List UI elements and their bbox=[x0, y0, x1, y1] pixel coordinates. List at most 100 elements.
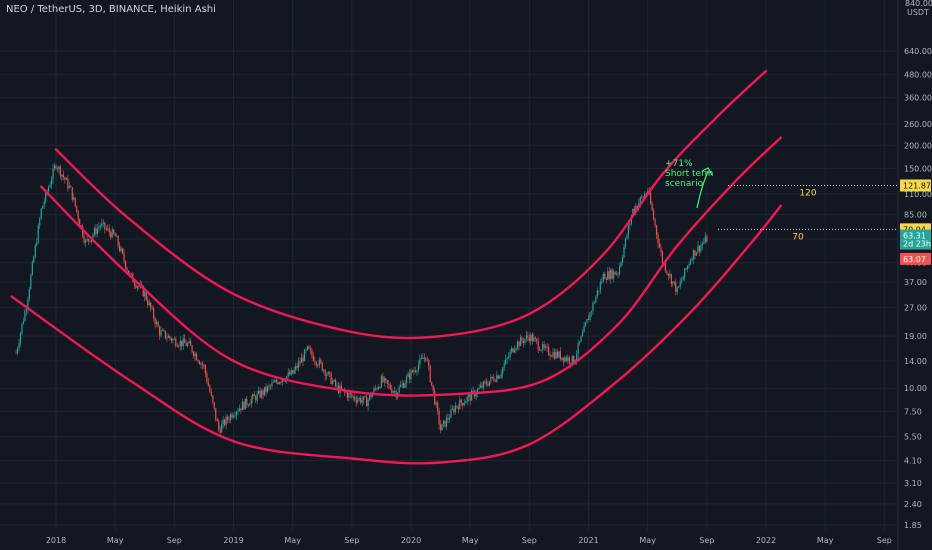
candle-body-454 bbox=[687, 265, 689, 269]
candle-body-138 bbox=[219, 429, 221, 433]
candle-body-193 bbox=[300, 357, 303, 363]
candle-body-348 bbox=[530, 334, 532, 342]
candle-body-8 bbox=[27, 299, 29, 310]
candle-body-265 bbox=[407, 373, 409, 377]
candle-body-399 bbox=[605, 279, 607, 281]
candle-body-297 bbox=[454, 405, 456, 413]
candle-body-255 bbox=[392, 391, 394, 393]
candle-body-191 bbox=[297, 361, 300, 368]
candle-body-192 bbox=[299, 361, 301, 363]
candle-body-279 bbox=[428, 360, 430, 366]
candle-body-124 bbox=[198, 361, 201, 365]
candle-body-104 bbox=[169, 336, 171, 339]
candle-body-466 bbox=[704, 236, 706, 242]
candle-body-313 bbox=[478, 387, 480, 390]
candle-body-194 bbox=[302, 357, 304, 362]
candle-body-286 bbox=[438, 410, 440, 425]
candle-body-223 bbox=[345, 391, 347, 393]
time-tick-label-3: 2019 bbox=[223, 536, 243, 545]
candle-body-133 bbox=[212, 395, 214, 403]
candle-body-440 bbox=[666, 271, 668, 274]
candle-body-465 bbox=[703, 241, 705, 244]
candle-body-283 bbox=[434, 390, 436, 405]
candle-body-245 bbox=[377, 387, 380, 390]
price-tick-label-14: 10.00 bbox=[904, 384, 927, 393]
candle-body-211 bbox=[327, 371, 329, 375]
time-axis[interactable]: 2018 May Sep 2019 May Sep 2020 May Sep 2021 May Sep… bbox=[46, 536, 892, 545]
candle-body-380 bbox=[577, 343, 579, 355]
candle-body-301 bbox=[460, 399, 462, 403]
candle-body-317 bbox=[484, 381, 486, 383]
candle-body-99 bbox=[161, 330, 164, 332]
candle-body-319 bbox=[487, 384, 489, 386]
candle-body-216 bbox=[334, 379, 337, 386]
candle-body-14 bbox=[36, 242, 38, 246]
candle-body-439 bbox=[664, 263, 667, 272]
candle-body-308 bbox=[471, 390, 473, 401]
candle-body-311 bbox=[475, 394, 477, 397]
candle-body-403 bbox=[611, 269, 613, 279]
candle-body-407 bbox=[617, 273, 619, 275]
candle-body-89 bbox=[147, 299, 149, 305]
candle-body-392 bbox=[595, 296, 597, 303]
candle-body-231 bbox=[357, 399, 359, 403]
candle-body-437 bbox=[661, 252, 664, 264]
candle-body-320 bbox=[488, 381, 490, 386]
candle-body-386 bbox=[586, 318, 588, 323]
candle-body-209 bbox=[324, 370, 326, 377]
candle-body-33 bbox=[64, 177, 66, 180]
candle-body-445 bbox=[673, 281, 675, 283]
candle-body-321 bbox=[490, 376, 492, 382]
candle-body-362 bbox=[550, 356, 553, 357]
candle-body-425 bbox=[644, 193, 646, 197]
candle-body-110 bbox=[178, 346, 180, 347]
candle-body-285 bbox=[437, 402, 439, 411]
candle-body-26 bbox=[53, 165, 56, 169]
candle-body-276 bbox=[423, 357, 425, 359]
candle-body-457 bbox=[691, 259, 693, 261]
candle-body-157 bbox=[247, 405, 249, 406]
candle-body-379 bbox=[576, 354, 578, 361]
candle-body-346 bbox=[527, 335, 529, 338]
candle-body-95 bbox=[155, 322, 158, 325]
candle-body-237 bbox=[366, 396, 368, 407]
candle-body-102 bbox=[166, 337, 168, 339]
candle-body-186 bbox=[290, 370, 292, 375]
candle-body-13 bbox=[34, 245, 36, 257]
candle-body-142 bbox=[225, 416, 227, 426]
candle-body-75 bbox=[126, 268, 128, 271]
candle-body-176 bbox=[275, 380, 277, 382]
candle-body-153 bbox=[241, 401, 243, 411]
candle-body-462 bbox=[698, 245, 701, 252]
candle-body-232 bbox=[358, 397, 360, 400]
annotation-line-1: Short term bbox=[665, 169, 713, 179]
candle-body-175 bbox=[274, 380, 276, 383]
candle-body-224 bbox=[346, 392, 348, 398]
candle-body-277 bbox=[425, 357, 427, 360]
candle-body-243 bbox=[374, 388, 377, 390]
candle-body-417 bbox=[632, 208, 634, 217]
candle-body-433 bbox=[655, 225, 658, 235]
channel-lines bbox=[10, 69, 782, 465]
candle-body-19 bbox=[43, 201, 45, 206]
price-axis-top-label: 840.00 bbox=[905, 0, 932, 8]
candle-body-411 bbox=[623, 247, 625, 258]
candle-body-275 bbox=[422, 357, 424, 359]
candle-body-354 bbox=[539, 349, 541, 351]
price-tick-label-4: 200.00 bbox=[904, 141, 932, 150]
candle-body-96 bbox=[157, 322, 159, 328]
candle-body-106 bbox=[172, 339, 174, 341]
candle-body-213 bbox=[330, 373, 332, 384]
candle-body-371 bbox=[564, 357, 566, 362]
candle-body-304 bbox=[465, 401, 467, 404]
candle-body-113 bbox=[182, 338, 184, 347]
candle-body-127 bbox=[203, 365, 205, 366]
candle-body-410 bbox=[621, 257, 624, 263]
candle-body-25 bbox=[52, 168, 54, 180]
candle-body-324 bbox=[494, 380, 496, 382]
candle-body-252 bbox=[388, 383, 390, 385]
candle-body-40 bbox=[74, 197, 76, 207]
